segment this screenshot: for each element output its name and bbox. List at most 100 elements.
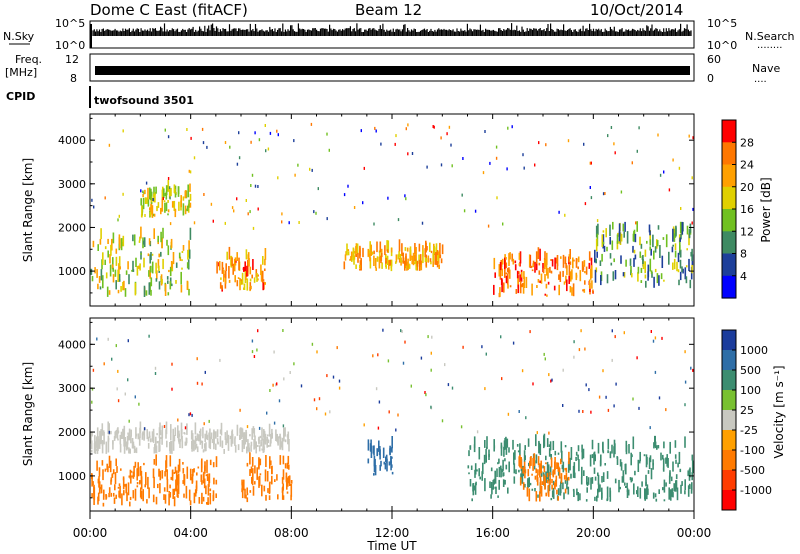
echo-cell bbox=[470, 465, 473, 470]
echo-cell bbox=[97, 438, 100, 449]
echo-cell bbox=[626, 482, 628, 488]
echo-cell bbox=[223, 269, 225, 282]
echo-cell bbox=[688, 258, 690, 272]
echo-cell bbox=[500, 465, 502, 470]
echo-cell bbox=[168, 189, 171, 199]
echo-cell bbox=[157, 235, 159, 243]
echo-cell bbox=[451, 386, 454, 390]
freq-unit: [MHz] bbox=[5, 66, 37, 79]
colorbar-tick-label: -1000 bbox=[740, 484, 772, 497]
echo-cell bbox=[144, 189, 146, 195]
echo-cell bbox=[194, 444, 197, 450]
colorbar-segment bbox=[722, 142, 736, 166]
echo-cell bbox=[209, 492, 212, 505]
echo-cell bbox=[583, 470, 585, 476]
echo-cell bbox=[520, 473, 522, 478]
echo-cell bbox=[148, 238, 151, 245]
echo-cell bbox=[338, 386, 341, 390]
echo-cell bbox=[140, 251, 142, 260]
echo-cell bbox=[402, 252, 404, 264]
echo-cell bbox=[247, 212, 249, 216]
echo-cell bbox=[544, 357, 546, 361]
freq-tick-low: 8 bbox=[70, 72, 77, 85]
beam-title: Beam 12 bbox=[355, 1, 422, 19]
echo-cell bbox=[380, 255, 382, 264]
echo-cell bbox=[549, 466, 552, 476]
echo-cell bbox=[353, 254, 355, 265]
echo-cell bbox=[430, 368, 432, 372]
echo-cell bbox=[505, 445, 508, 455]
echo-cell bbox=[133, 445, 136, 453]
echo-cell bbox=[495, 145, 498, 149]
echo-cell bbox=[147, 199, 150, 207]
echo-cell bbox=[219, 282, 222, 289]
echo-cell bbox=[439, 254, 442, 259]
echo-cell bbox=[91, 474, 93, 487]
echo-cell bbox=[136, 468, 138, 481]
echo-cell bbox=[213, 429, 215, 435]
echo-cell bbox=[578, 459, 580, 472]
echo-cell bbox=[171, 441, 173, 454]
echo-cell bbox=[112, 440, 114, 450]
echo-cell bbox=[201, 382, 203, 386]
echo-cell bbox=[171, 469, 174, 476]
echo-cell bbox=[245, 432, 248, 443]
echo-cell bbox=[253, 428, 256, 438]
echo-cell bbox=[262, 438, 264, 448]
echo-cell bbox=[200, 460, 203, 473]
echo-cell bbox=[675, 480, 677, 492]
echo-cell bbox=[122, 235, 125, 247]
echo-cell bbox=[151, 253, 154, 256]
echo-cell bbox=[175, 479, 177, 492]
echo-cell bbox=[212, 219, 214, 223]
echo-cell bbox=[585, 499, 588, 502]
echo-cell bbox=[655, 498, 658, 502]
echo-cell bbox=[418, 254, 420, 264]
echo-cell bbox=[594, 454, 596, 462]
echo-cell bbox=[673, 233, 676, 242]
echo-cell bbox=[523, 461, 526, 471]
echo-cell bbox=[112, 232, 115, 244]
echo-cell bbox=[134, 488, 137, 501]
echo-cell bbox=[159, 445, 161, 452]
echo-cell bbox=[581, 449, 584, 460]
echo-cell bbox=[462, 345, 464, 349]
echo-cell bbox=[359, 264, 361, 269]
echo-cell bbox=[665, 234, 668, 248]
echo-cell bbox=[522, 467, 524, 474]
echo-cell bbox=[103, 489, 105, 498]
echo-cell bbox=[441, 419, 444, 423]
echo-cell bbox=[493, 478, 495, 485]
echo-cell bbox=[621, 476, 624, 483]
echo-cell bbox=[590, 161, 592, 165]
echo-cell bbox=[251, 173, 254, 177]
echo-cell bbox=[174, 427, 177, 436]
echo-cell bbox=[196, 433, 199, 436]
echo-cell bbox=[165, 185, 168, 196]
echo-cell bbox=[249, 452, 251, 465]
echo-cell bbox=[425, 258, 428, 262]
echo-cell bbox=[611, 358, 613, 362]
echo-cell bbox=[649, 230, 651, 236]
echo-cell bbox=[647, 264, 650, 278]
echo-cell bbox=[504, 438, 506, 450]
echo-cell bbox=[648, 457, 651, 469]
echo-cell bbox=[644, 488, 646, 500]
echo-cell bbox=[591, 280, 593, 289]
echo-cell bbox=[679, 249, 682, 258]
echo-cell bbox=[165, 455, 168, 468]
echo-cell bbox=[254, 465, 256, 474]
x-tick-label: 00:00 bbox=[677, 526, 712, 540]
echo-cell bbox=[117, 269, 119, 282]
echo-cell bbox=[251, 428, 253, 440]
echo-cell bbox=[163, 200, 166, 203]
echo-cell bbox=[256, 348, 258, 352]
echo-cell bbox=[611, 329, 613, 333]
echo-cell bbox=[634, 233, 637, 243]
echo-cell bbox=[268, 495, 271, 500]
echo-cell bbox=[243, 442, 245, 449]
echo-cell bbox=[227, 438, 230, 451]
echo-cell bbox=[158, 468, 160, 477]
echo-cell bbox=[631, 273, 633, 278]
echo-cell bbox=[138, 265, 140, 269]
